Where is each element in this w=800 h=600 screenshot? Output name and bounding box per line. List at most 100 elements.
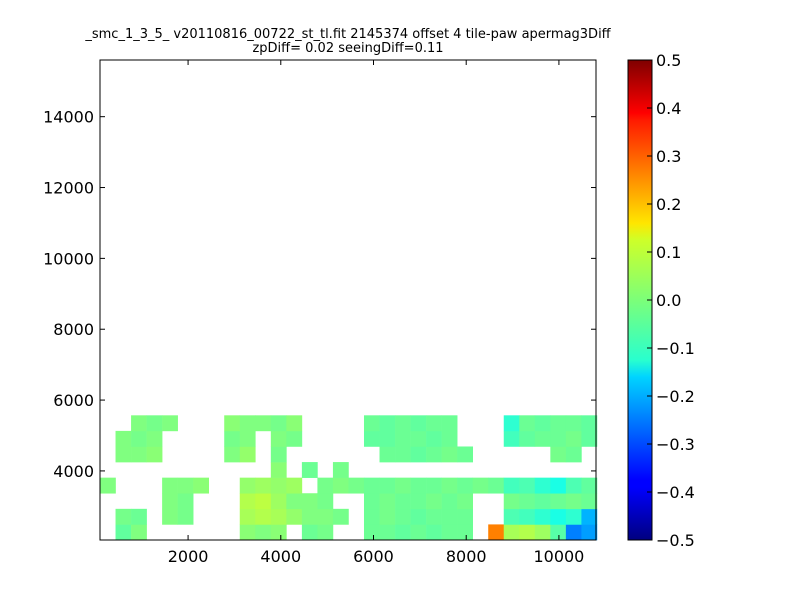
heatmap-cell [332, 508, 349, 525]
heatmap-cell [270, 446, 287, 463]
heatmap-cell [581, 415, 598, 432]
heatmap-cell [534, 477, 551, 494]
heatmap-cell [317, 508, 334, 525]
heatmap-cell [224, 430, 241, 447]
y-tick-label: 6000 [53, 391, 94, 410]
heatmap-cell [565, 430, 582, 447]
heatmap-cell [534, 430, 551, 447]
x-tick-label: 10000 [533, 547, 584, 566]
heatmap-cell [581, 430, 598, 447]
heatmap-cell [317, 477, 334, 494]
heatmap-cell [441, 524, 458, 541]
colorbar [627, 59, 653, 541]
heatmap-cell [379, 493, 396, 510]
colorbar-tick-label: 0.1 [656, 243, 681, 262]
heatmap-cell [301, 493, 318, 510]
heatmap-cell [426, 493, 442, 510]
heatmap-cell [239, 493, 256, 510]
heatmap-cell [379, 508, 396, 525]
heatmap-cell [395, 430, 411, 447]
heatmap-cell [317, 493, 334, 510]
heatmap-cell [363, 477, 380, 494]
heatmap-cell [239, 508, 256, 525]
colorbar-tick-label: −0.3 [656, 435, 695, 454]
heatmap-cell [363, 415, 380, 432]
heatmap-cell [270, 524, 287, 541]
heatmap-cell [177, 493, 194, 510]
heatmap-cell [193, 477, 209, 494]
heatmap-cell [410, 524, 427, 541]
colorbar-tick-label: 0.4 [656, 99, 681, 118]
heatmap-cell [534, 415, 551, 432]
heatmap-cell [426, 524, 442, 541]
y-tick-label: 12000 [43, 179, 94, 198]
heatmap-cell [286, 477, 303, 494]
heatmap-cell [503, 477, 520, 494]
heatmap-cell [286, 415, 303, 432]
heatmap-cell [488, 477, 505, 494]
heatmap-cell [565, 508, 582, 525]
colorbar-tick-label: −0.1 [656, 339, 695, 358]
heatmap-cell [441, 430, 458, 447]
x-tick-label: 6000 [353, 547, 394, 566]
heatmap-cell [395, 493, 411, 510]
heatmap-cell [426, 446, 442, 463]
heatmap-cell [550, 415, 567, 432]
heatmap-cell [565, 415, 582, 432]
y-tick-label: 14000 [43, 108, 94, 127]
heatmap-cell [503, 493, 520, 510]
heatmap-cell [395, 508, 411, 525]
heatmap-cells [100, 415, 598, 541]
y-tick-label: 10000 [43, 249, 94, 268]
heatmap-cell [239, 524, 256, 541]
heatmap-cell [115, 430, 132, 447]
chart-subtitle: zpDiff= 0.02 seeingDiff=0.11 [252, 41, 443, 56]
heatmap-cell [441, 477, 458, 494]
heatmap-cell [581, 477, 598, 494]
heatmap-cell [332, 462, 349, 478]
heatmap-cell [457, 508, 473, 525]
x-tick-label: 4000 [260, 547, 301, 566]
heatmap-cell [519, 524, 536, 541]
heatmap-cell [534, 493, 551, 510]
heatmap-cell [410, 446, 427, 463]
heatmap-cell [363, 524, 380, 541]
heatmap-cell [503, 524, 520, 541]
heatmap-cell [379, 477, 396, 494]
heatmap-cell [131, 508, 147, 525]
heatmap-cell [565, 493, 582, 510]
colorbar-tick-label: 0.0 [656, 291, 681, 310]
colorbar-tick-label: −0.4 [656, 483, 695, 502]
colorbar-ticks: −0.5 −0.4 −0.3 −0.2 −0.1 0.0 0.1 0.2 0.3 0.4 0.5 [647, 51, 695, 550]
heatmap-cell [177, 477, 194, 494]
heatmap-cell [550, 430, 567, 447]
heatmap-cell [255, 477, 272, 494]
heatmap-cell [565, 524, 582, 541]
y-axis-ticks: 4000 6000 8000 10000 12000 14000 [43, 108, 596, 481]
heatmap-cell [100, 477, 116, 494]
heatmap-cell [162, 477, 178, 494]
heatmap-cell [255, 524, 272, 541]
heatmap-cell [115, 524, 132, 541]
heatmap-cell [115, 508, 132, 525]
heatmap-cell [255, 508, 272, 525]
heatmap-cell [146, 430, 163, 447]
heatmap-cell [457, 477, 473, 494]
heatmap-cell [426, 508, 442, 525]
x-axis-ticks: 2000 4000 6000 8000 10000 [168, 60, 584, 566]
heatmap-cell [426, 477, 442, 494]
heatmap-cell [131, 446, 147, 463]
heatmap-cell [270, 430, 287, 447]
x-tick-label: 2000 [168, 547, 209, 566]
heatmap-cell [270, 415, 287, 432]
heatmap-cell [550, 508, 567, 525]
heatmap-cell [534, 524, 551, 541]
heatmap-cell [395, 415, 411, 432]
heatmap-cell [270, 477, 287, 494]
heatmap-cell [565, 446, 582, 463]
colorbar-tick-label: −0.2 [656, 387, 695, 406]
heatmap-cell [457, 524, 473, 541]
heatmap-cell [565, 477, 582, 494]
heatmap-cell [146, 415, 163, 432]
heatmap-cell [270, 462, 287, 478]
